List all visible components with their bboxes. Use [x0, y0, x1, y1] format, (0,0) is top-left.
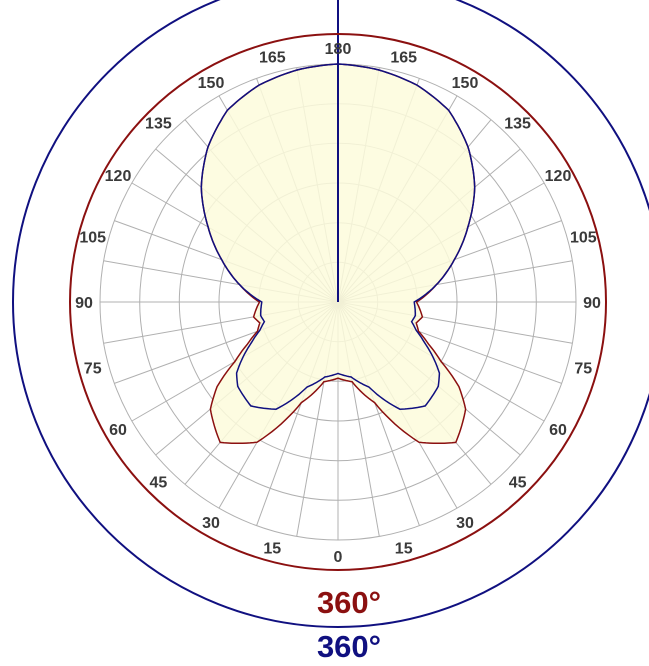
angle-tick-label: 120: [545, 168, 572, 185]
angle-tick-label: 15: [263, 540, 281, 557]
angle-tick-label: 180: [325, 41, 352, 58]
angle-tick-label: 150: [198, 75, 225, 92]
inner-circle: [69, 33, 607, 571]
angle-tick-label: 135: [504, 115, 531, 132]
angle-tick-label: 150: [452, 75, 479, 92]
angle-tick-label: 105: [570, 229, 597, 246]
angle-tick-label: 120: [105, 168, 132, 185]
angle-tick-label: 135: [145, 115, 172, 132]
outer-circle-label: 360°: [317, 629, 381, 664]
angle-tick-label: 165: [259, 50, 286, 67]
inner-circle-label: 360°: [317, 585, 381, 620]
outer-circle: [12, 0, 649, 628]
angle-tick-label: 60: [109, 422, 127, 439]
angle-tick-label: 90: [583, 295, 601, 312]
angle-tick-label: 45: [509, 475, 527, 492]
angle-tick-label: 0: [334, 549, 343, 566]
angle-tick-label: 30: [456, 515, 474, 532]
angle-tick-label: 75: [84, 361, 102, 378]
angle-tick-label: 105: [79, 229, 106, 246]
angle-tick-label: 45: [150, 475, 168, 492]
angle-tick-label: 60: [549, 422, 567, 439]
angle-tick-label: 90: [75, 295, 93, 312]
angle-tick-label: 165: [390, 50, 417, 67]
series-curve-2: [200, 63, 476, 410]
angle-tick-label: 30: [202, 515, 220, 532]
tick-labels: 0 15 30 45 60 75 90 105 120 135 150 165 180 165 150 135…: [75, 41, 601, 566]
angle-tick-label: 75: [574, 361, 592, 378]
angle-tick-label: 15: [395, 540, 413, 557]
